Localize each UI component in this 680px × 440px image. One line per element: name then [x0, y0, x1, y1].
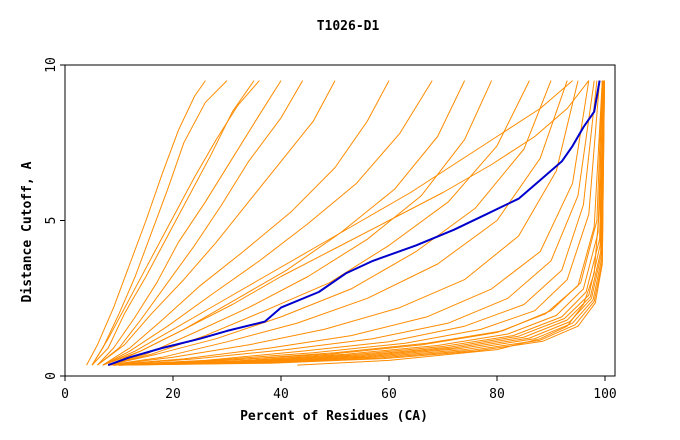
model-line-21 [113, 80, 604, 366]
x-tick-label: 80 [489, 387, 505, 402]
plot-frame [64, 64, 616, 377]
model-line-6 [91, 80, 260, 366]
y-axis-ticks: 0 5 10 [44, 57, 65, 380]
model-line-4 [97, 80, 282, 366]
model-line-10 [108, 80, 493, 366]
model-line-29 [297, 80, 603, 366]
model-line-17 [108, 80, 598, 366]
model-line-5 [97, 80, 304, 366]
y-tick-label: 5 [44, 217, 59, 225]
x-tick-label: 100 [593, 387, 616, 402]
model-line-32 [102, 80, 590, 366]
model-line-13 [108, 80, 568, 366]
y-tick-label: 0 [44, 372, 59, 380]
model-line-1 [86, 80, 206, 366]
model-line-11 [108, 80, 530, 366]
chart-title: T1026-D1 [317, 19, 380, 34]
model-line-18 [108, 80, 601, 366]
x-axis-ticks: 0 20 40 60 80 100 [61, 376, 617, 402]
model-line-25 [118, 80, 605, 366]
model-line-7 [102, 80, 390, 366]
model-line-12 [108, 80, 552, 366]
x-tick-label: 20 [165, 387, 181, 402]
model-line-16 [108, 80, 595, 366]
model-line-15 [108, 80, 590, 366]
model-line-2 [91, 80, 228, 366]
x-tick-label: 0 [61, 387, 69, 402]
highlighted-model-line [107, 80, 601, 367]
model-line-31 [102, 80, 573, 366]
series-lines [86, 80, 605, 367]
model-line-9 [108, 80, 466, 366]
x-tick-label: 40 [273, 387, 289, 402]
y-tick-label: 10 [44, 57, 59, 73]
model-line-23 [113, 80, 605, 366]
model-line-20 [113, 80, 603, 366]
y-axis-label: Distance Cutoff, A [20, 161, 35, 302]
model-line-24 [118, 80, 605, 366]
model-line-26 [118, 80, 605, 366]
model-line-27 [118, 80, 605, 366]
x-tick-label: 60 [381, 387, 397, 402]
model-line-30 [97, 80, 336, 366]
model-line-14 [108, 80, 579, 366]
model-line-28 [118, 80, 605, 366]
x-axis-label: Percent of Residues (CA) [240, 409, 428, 424]
model-line-8 [102, 80, 433, 366]
